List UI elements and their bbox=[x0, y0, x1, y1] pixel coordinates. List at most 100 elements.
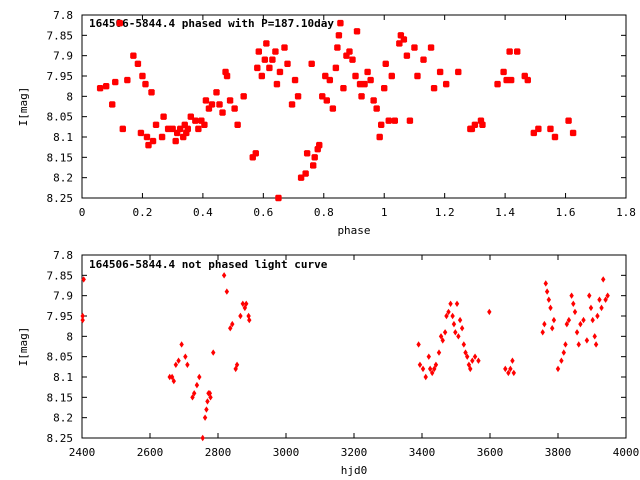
x-tick-label: 1.6 bbox=[556, 206, 576, 219]
data-point bbox=[275, 194, 282, 202]
data-point bbox=[240, 93, 247, 100]
data-point bbox=[494, 80, 501, 88]
data-point bbox=[184, 125, 191, 133]
y-tick-label: 8.25 bbox=[47, 432, 74, 445]
data-point bbox=[396, 40, 403, 47]
data-point bbox=[231, 105, 238, 112]
data-point bbox=[308, 60, 315, 67]
data-point bbox=[514, 48, 521, 55]
data-point bbox=[417, 361, 423, 368]
data-point bbox=[302, 170, 309, 177]
data-point bbox=[183, 353, 188, 360]
data-point bbox=[202, 97, 210, 104]
x-tick-label: 0.6 bbox=[253, 206, 273, 219]
data-point bbox=[119, 125, 126, 133]
chart-title: 164506-5844.4 not phased light curve bbox=[89, 258, 328, 271]
data-point bbox=[427, 365, 433, 373]
y-tick-label: 8.15 bbox=[47, 151, 74, 164]
data-point bbox=[550, 325, 555, 332]
data-point bbox=[353, 28, 361, 35]
data-point bbox=[432, 365, 437, 373]
data-point bbox=[548, 304, 553, 312]
data-point bbox=[470, 357, 475, 364]
data-point bbox=[329, 105, 337, 112]
data-point bbox=[213, 89, 220, 96]
data-point bbox=[137, 129, 145, 137]
data-point bbox=[158, 133, 166, 141]
data-point bbox=[605, 292, 610, 299]
data-point bbox=[252, 150, 259, 157]
data-point bbox=[216, 101, 223, 108]
data-point bbox=[587, 292, 592, 299]
data-point bbox=[581, 316, 586, 324]
data-point bbox=[258, 72, 266, 80]
y-tick-label: 8.05 bbox=[47, 111, 74, 124]
data-point bbox=[571, 300, 576, 307]
data-point bbox=[436, 349, 442, 356]
data-point bbox=[373, 105, 380, 112]
data-point bbox=[574, 329, 580, 336]
data-point bbox=[544, 288, 550, 295]
data-point bbox=[207, 390, 213, 397]
data-point bbox=[507, 76, 515, 84]
data-point bbox=[179, 341, 184, 348]
data-point bbox=[540, 329, 545, 336]
data-point bbox=[456, 333, 461, 340]
data-point bbox=[454, 300, 460, 307]
data-point bbox=[284, 60, 291, 67]
data-point bbox=[572, 308, 578, 316]
data-point bbox=[472, 353, 478, 360]
data-point bbox=[194, 381, 200, 389]
data-point bbox=[171, 377, 176, 385]
x-tick-label: 1 bbox=[381, 206, 388, 219]
data-point bbox=[559, 357, 564, 364]
data-point bbox=[197, 373, 202, 381]
data-point bbox=[376, 133, 383, 141]
data-point bbox=[340, 85, 347, 92]
data-point bbox=[255, 48, 262, 55]
y-tick-label: 7.8 bbox=[53, 249, 73, 262]
data-point bbox=[219, 109, 226, 116]
data-point bbox=[546, 296, 552, 303]
data-point bbox=[420, 365, 426, 373]
data-point bbox=[444, 312, 449, 320]
data-point bbox=[173, 361, 179, 368]
data-point bbox=[269, 56, 276, 63]
x-tick-label: 2400 bbox=[69, 446, 96, 459]
data-point bbox=[224, 288, 230, 295]
data-point bbox=[303, 150, 311, 157]
data-point bbox=[254, 64, 261, 72]
unphased-light-curve-panel: 2400 2600 2800 3000 3200 3400 3600 3800 4000 7.8 7… bbox=[17, 249, 639, 477]
data-point bbox=[576, 341, 581, 348]
data-point bbox=[476, 357, 481, 364]
data-point bbox=[130, 52, 137, 59]
data-point bbox=[234, 361, 240, 368]
data-point bbox=[226, 97, 234, 104]
data-point bbox=[430, 85, 438, 92]
x-tick-label: 3800 bbox=[545, 446, 572, 459]
data-point bbox=[116, 19, 123, 27]
data-point bbox=[334, 44, 341, 51]
data-point bbox=[358, 93, 365, 100]
data-point bbox=[403, 52, 411, 59]
data-point bbox=[169, 373, 175, 381]
data-point bbox=[195, 125, 202, 133]
x-tick-label: 0 bbox=[79, 206, 86, 219]
data-point bbox=[208, 101, 216, 108]
data-point bbox=[461, 341, 467, 348]
data-point bbox=[323, 97, 330, 104]
data-point bbox=[569, 292, 574, 299]
data-point bbox=[382, 60, 389, 67]
data-point bbox=[508, 365, 513, 373]
data-point bbox=[566, 316, 572, 324]
data-point bbox=[221, 272, 227, 279]
data-point bbox=[506, 48, 513, 55]
data-point bbox=[423, 373, 428, 381]
data-point bbox=[234, 121, 241, 128]
data-point bbox=[205, 398, 210, 405]
data-point bbox=[148, 89, 155, 96]
data-point bbox=[172, 137, 179, 145]
data-point bbox=[561, 349, 566, 356]
data-point bbox=[266, 64, 273, 72]
